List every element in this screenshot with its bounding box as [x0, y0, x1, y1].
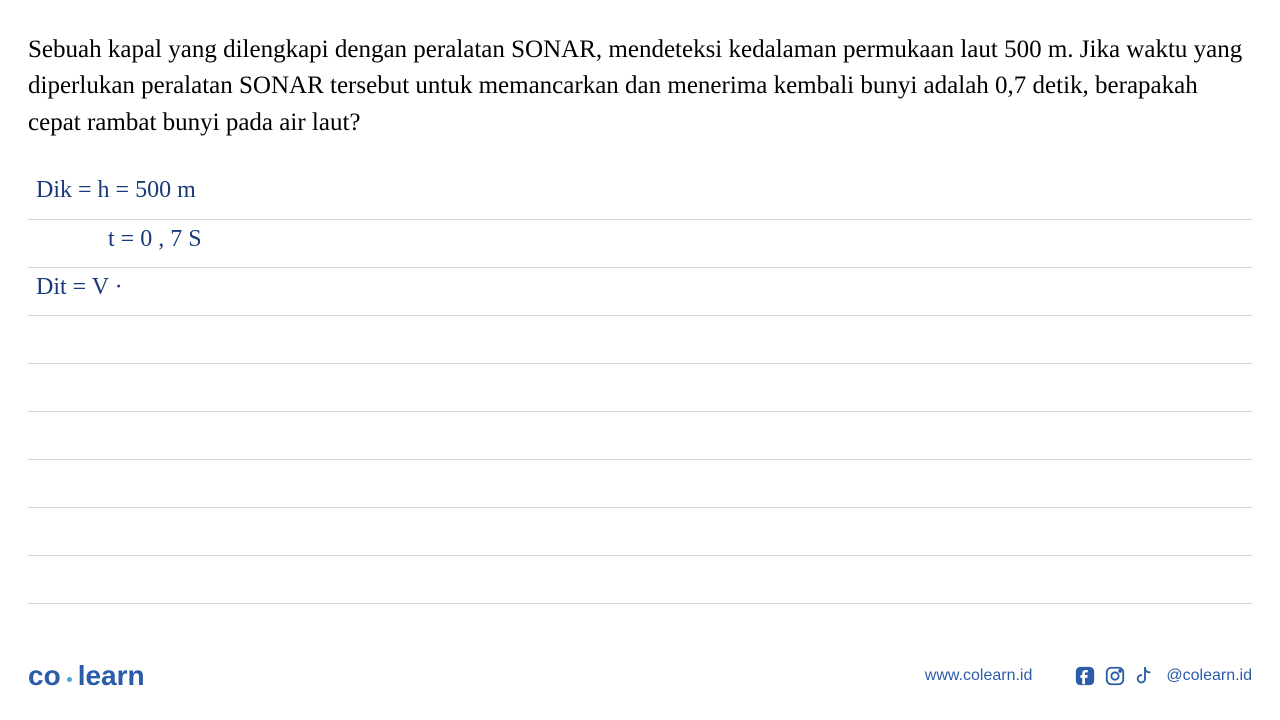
instagram-icon — [1104, 665, 1126, 687]
question-area: Sebuah kapal yang dilengkapi dengan pera… — [0, 0, 1280, 141]
paper-line: t = 0 , 7 S — [28, 219, 1252, 267]
footer: co learn www.colearn.id — [0, 660, 1280, 692]
footer-right: www.colearn.id @ — [925, 665, 1252, 687]
paper-line — [28, 555, 1252, 603]
logo-dot — [67, 677, 72, 682]
paper-line — [28, 363, 1252, 411]
logo-co-text: co — [28, 660, 61, 692]
logo-learn-text: learn — [78, 660, 145, 692]
handwritten-line-2: t = 0 , 7 S — [108, 226, 202, 253]
paper-line — [28, 315, 1252, 363]
tiktok-icon — [1134, 665, 1156, 687]
paper-line — [28, 459, 1252, 507]
facebook-icon — [1074, 665, 1096, 687]
website-url: www.colearn.id — [925, 667, 1033, 685]
logo: co learn — [28, 660, 145, 692]
paper-line: Dik = h = 500 m — [28, 171, 1252, 219]
social-links: @colearn.id — [1074, 665, 1252, 687]
paper-line — [28, 411, 1252, 459]
question-text: Sebuah kapal yang dilengkapi dengan pera… — [28, 32, 1252, 141]
social-handle: @colearn.id — [1166, 667, 1252, 685]
paper-line — [28, 603, 1252, 651]
handwritten-line-3: Dit = V · — [36, 274, 123, 301]
paper-line: Dit = V · — [28, 267, 1252, 315]
lined-paper: Dik = h = 500 m t = 0 , 7 S Dit = V · — [0, 171, 1280, 651]
handwritten-line-1: Dik = h = 500 m — [36, 177, 196, 204]
paper-line — [28, 507, 1252, 555]
